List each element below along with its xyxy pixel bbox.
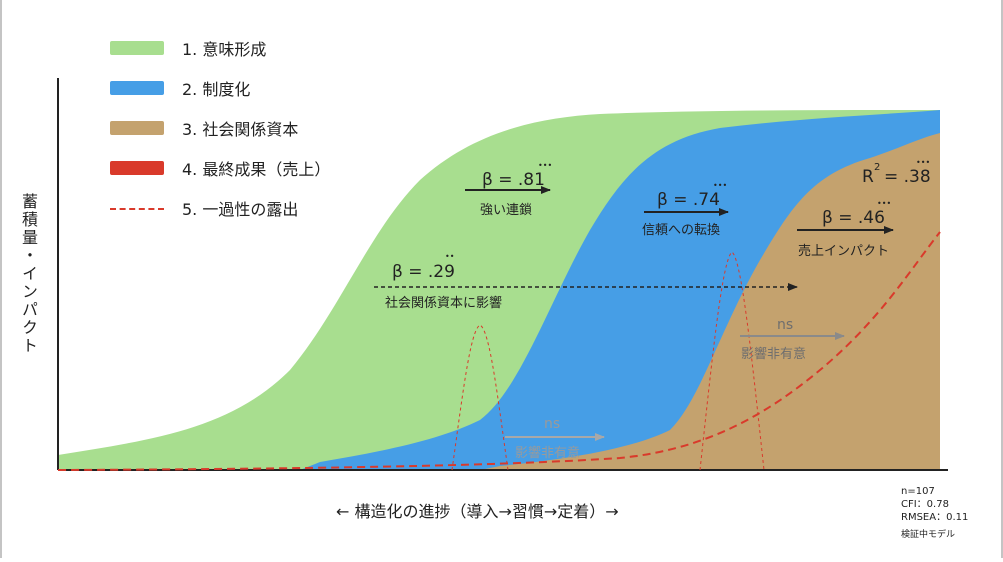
- stat-n: n=107: [901, 486, 935, 497]
- area-social-capital: [480, 133, 940, 470]
- legend-label: 5. 一過性の露出: [182, 200, 299, 219]
- spike-exposure-left: [451, 324, 509, 471]
- ns-right-mark: ns: [777, 317, 793, 333]
- y-axis-label: 蓄積量・インパクト: [19, 193, 38, 355]
- beta74-coef: β = .74: [657, 190, 720, 210]
- legend-swatch-blue: [110, 81, 164, 95]
- r2-sup: 2: [874, 162, 880, 173]
- beta81-coef: β = .81: [482, 170, 545, 190]
- r2-sig: •••: [916, 158, 930, 167]
- stat-cfi: CFI：0.78: [901, 499, 949, 510]
- beta74-label: 信頼への転換: [642, 223, 720, 238]
- stat-note: 検証中モデル: [901, 530, 956, 540]
- legend-swatch-dashed: [110, 208, 164, 210]
- legend-label: 4. 最終成果（売上）: [182, 160, 331, 179]
- curve-final-outcome: [57, 231, 941, 471]
- beta29-label: 社会関係資本に影響: [385, 295, 502, 311]
- legend-swatch-tan: [110, 121, 164, 135]
- beta46-coef: β = .46: [822, 208, 885, 228]
- beta29-coef: β = .29: [392, 262, 455, 282]
- legend-label: 3. 社会関係資本: [182, 120, 299, 139]
- beta81-label: 強い連鎖: [480, 202, 532, 218]
- beta46-sig: •••: [877, 199, 891, 208]
- ns-left-mark: ns: [544, 416, 560, 432]
- x-axis-label: ← 構造化の進捗（導入→習慣→定着）→: [336, 502, 619, 521]
- beta81-sig: •••: [538, 161, 552, 170]
- r2-label: R: [862, 167, 874, 187]
- legend-swatch-green: [110, 41, 164, 55]
- beta29-sig: ••: [445, 252, 454, 261]
- legend-label: 2. 制度化: [182, 80, 251, 99]
- beta74-sig: •••: [713, 181, 727, 190]
- legend-label: 1. 意味形成: [182, 40, 267, 59]
- ns-left-label: 影響非有意: [515, 445, 580, 461]
- legend-swatch-red: [110, 161, 164, 175]
- stat-rmsea: RMSEA：0.11: [901, 512, 969, 523]
- spike-exposure-right: [699, 251, 765, 471]
- fit-stats: n=107 CFI：0.78 RMSEA：0.11 検証中モデル: [901, 485, 968, 542]
- ns-right-label: 影響非有意: [741, 346, 806, 362]
- beta46-label: 売上インパクト: [798, 243, 889, 259]
- r2-value: = .38: [884, 167, 931, 187]
